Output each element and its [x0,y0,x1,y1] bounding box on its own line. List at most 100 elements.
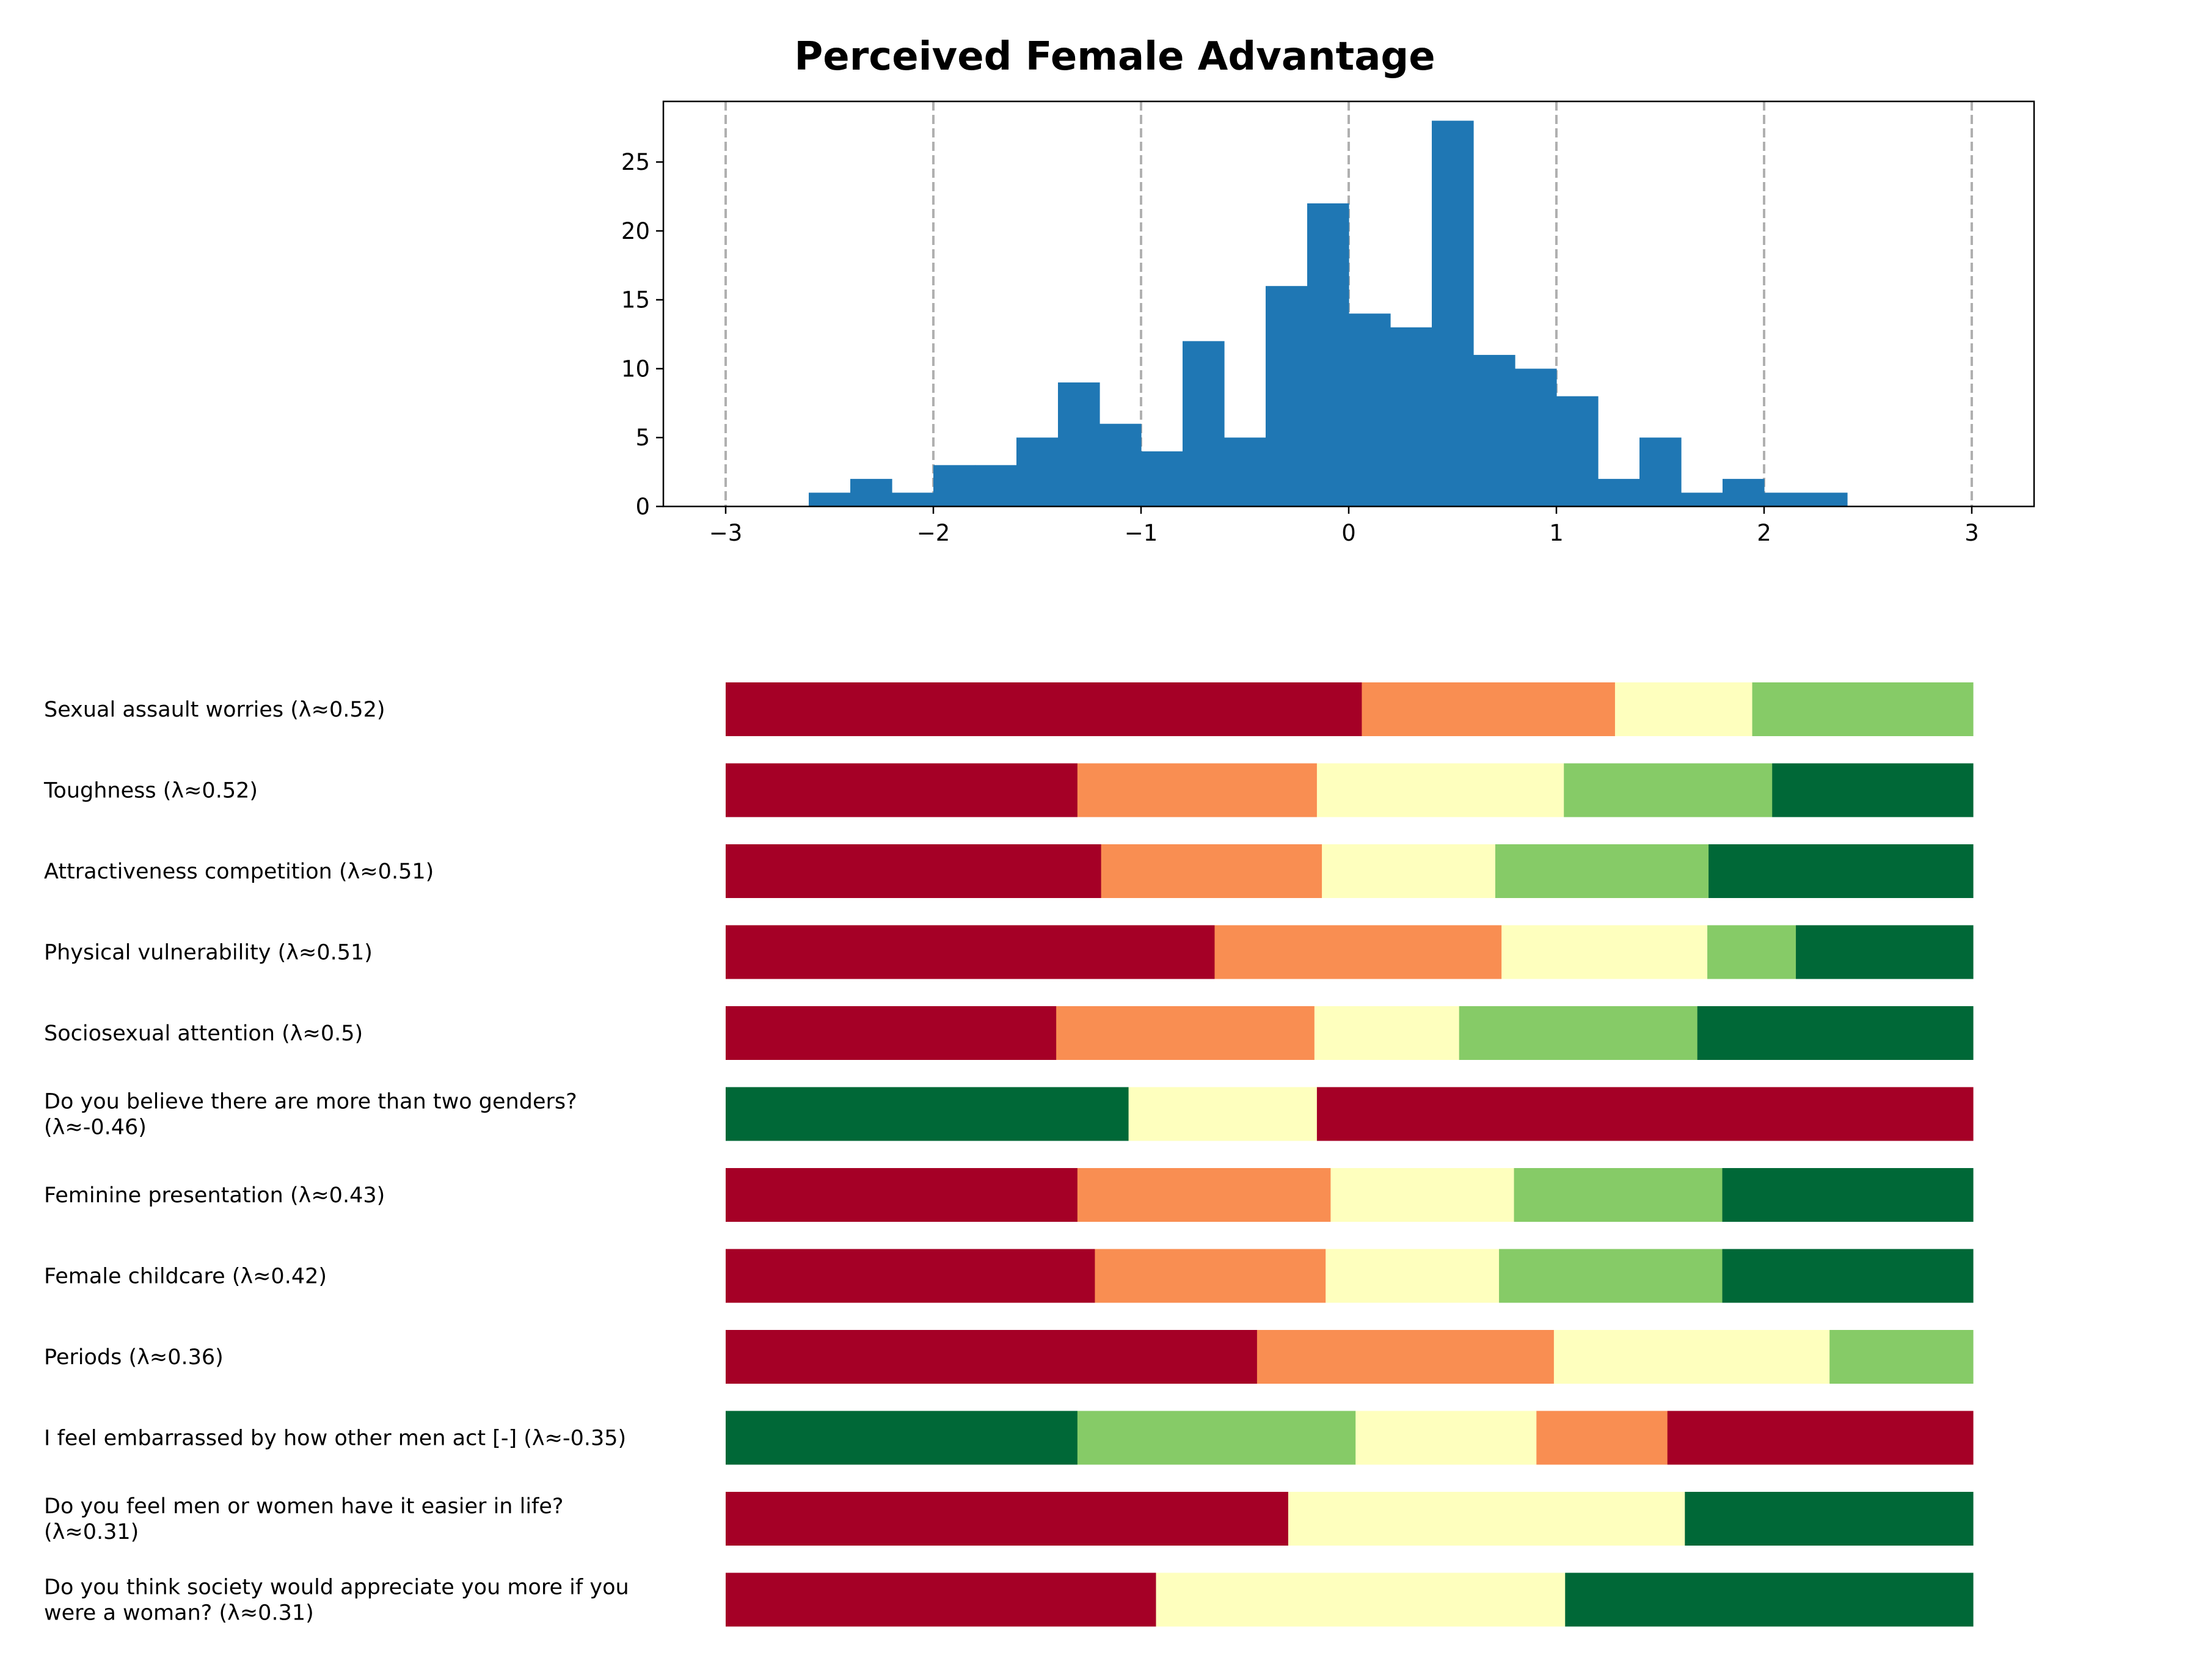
question-labels: Sexual assault worries (λ≈0.52) Toughness… [43,698,629,1626]
question-label: Do you believe there are more than two g… [44,1090,577,1140]
stacked-bar-segment [1214,925,1502,979]
question-label: I feel embarrassed by how other men act … [44,1426,626,1451]
histogram-bar [850,478,892,506]
stacked-bar-segment [726,1168,1078,1222]
stacked-bar-segment [1752,682,1974,736]
histogram-bar [1806,492,1848,506]
stacked-bar-row [726,844,1974,898]
stacked-bar-segment [726,763,1078,817]
stacked-bar-row [726,1087,1974,1141]
question-label: Sociosexual attention (λ≈0.5) [44,1021,363,1046]
stacked-bar-segment [1128,1087,1318,1141]
stacked-bar-segment [1316,763,1564,817]
stacked-bar-segment [1101,844,1322,898]
y-tick-label: 15 [621,287,650,313]
stacked-bar-row [726,1492,1974,1546]
histogram-bar [1515,368,1557,506]
x-tick-label: −2 [917,520,950,546]
stacked-bar-segment [1330,1168,1515,1222]
histogram-bar [1764,492,1806,506]
stacked-bar-row [726,1330,1974,1384]
histogram-bar [1058,382,1100,506]
x-tick-label: −1 [1125,520,1158,546]
stacked-bar-segment [1288,1492,1685,1546]
stacked-bar-segment [1514,1168,1723,1222]
stacked-bar-segment [1772,763,1974,817]
stacked-bar-row [726,1168,1974,1222]
stacked-bar-segment [1667,1411,1974,1465]
stacked-bar-segment [1796,925,1974,979]
histogram-bar [1432,120,1474,507]
stacked-bar-segment [1256,1330,1555,1384]
question-label: Do you think society would appreciate yo… [44,1576,629,1626]
stacked-bar-segment [1614,682,1753,736]
stacked-bar-segment [726,1006,1057,1060]
stacked-bar-segment [726,925,1216,979]
stacked-bars [726,682,1974,1627]
stacked-bar-row [726,763,1974,817]
stacked-bar-segment [726,1411,1078,1465]
histogram-bars [809,120,1848,507]
stacked-bar-segment [726,1572,1157,1627]
question-label: Female childcare (λ≈0.42) [44,1265,327,1289]
stacked-bar-segment [1077,763,1318,817]
histogram-gridlines [724,101,1973,506]
stacked-bar-segment [1459,1006,1698,1060]
stacked-bar-segment [726,1249,1096,1303]
stacked-bar-segment [726,1330,1258,1384]
stacked-bar-segment [1056,1006,1315,1060]
y-tick-label: 10 [621,356,650,382]
stacked-bar-segment [1501,925,1708,979]
chart-title: Perceived Female Advantage [794,34,1435,79]
histogram-bar [933,465,976,506]
stacked-bar-segment [726,844,1102,898]
stacked-bar-segment [726,1087,1129,1141]
stacked-bar-segment [1314,1006,1460,1060]
question-label: Physical vulnerability (λ≈0.51) [44,941,373,965]
histogram-bar [1224,437,1266,506]
x-tick-label: 3 [1964,520,1979,546]
x-tick-label: 1 [1549,520,1564,546]
histogram-bar [1349,313,1391,506]
stacked-bar-segment [726,1492,1289,1546]
y-tick-label: 20 [621,218,650,244]
histogram-bar [1723,478,1765,506]
stacked-bar-row [726,1249,1974,1303]
stacked-bar-segment [1722,1249,1974,1303]
stacked-bar-segment [1564,763,1773,817]
stacked-bar-row [726,682,1974,736]
histogram-bar [975,465,1017,506]
stacked-bar-segment [1326,1249,1500,1303]
stacked-bar-row [726,1006,1974,1060]
x-tick-label: 2 [1757,520,1771,546]
stacked-bar-segment [1709,844,1974,898]
question-label: Do you feel men or women have it easier … [44,1494,563,1544]
x-tick-label: 0 [1341,520,1356,546]
stacked-bar-segment [1685,1492,1974,1546]
histogram-x-axis: −3 −2 −1 0 1 2 3 [709,506,1979,546]
histogram-bar [892,492,934,506]
histogram-bar [1307,203,1349,506]
stacked-bar-segment [1077,1411,1356,1465]
histogram-bar [1639,437,1682,506]
stacked-bar-segment [1156,1572,1566,1627]
stacked-bar-row [726,925,1974,979]
histogram-bar [1141,451,1183,506]
histogram-bar [1183,341,1225,506]
histogram-bar [1598,478,1640,506]
question-label: Feminine presentation (λ≈0.43) [44,1183,385,1208]
stacked-bar-segment [1355,1411,1537,1465]
stacked-bar-segment [1077,1168,1331,1222]
stacked-bar-segment [1829,1330,1974,1384]
stacked-bar-segment [1495,844,1709,898]
stacked-bar-segment [1536,1411,1668,1465]
y-tick-label: 0 [635,494,650,520]
histogram-bar [1100,423,1142,506]
stacked-bar-segment [1697,1006,1974,1060]
question-label: Periods (λ≈0.36) [44,1345,224,1370]
y-tick-label: 25 [621,149,650,175]
stacked-bar-segment [1499,1249,1723,1303]
histogram-bar [1556,396,1599,506]
question-label: Attractiveness competition (λ≈0.51) [44,860,434,884]
stacked-bar-segment [1707,925,1796,979]
